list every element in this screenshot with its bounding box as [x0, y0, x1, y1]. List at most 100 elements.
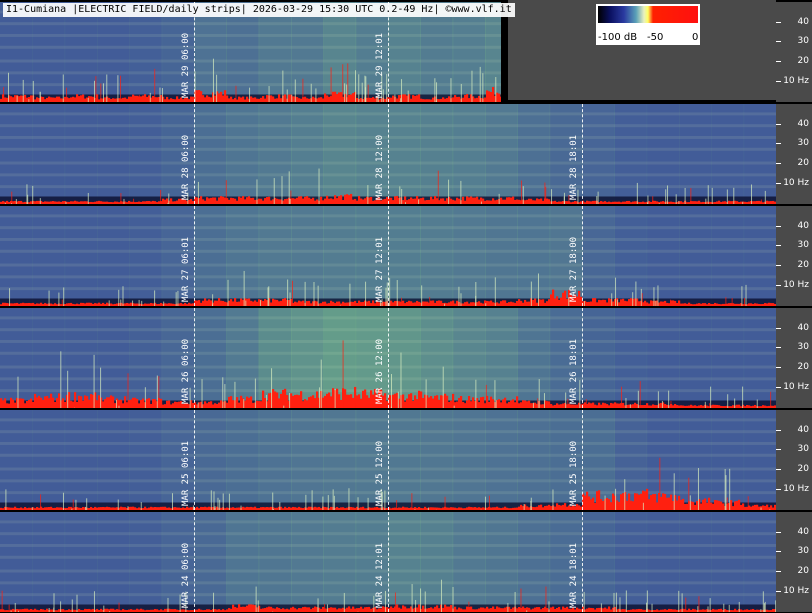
activity-mark [124, 609, 127, 612]
activity-mark [60, 507, 63, 510]
spike-mark [11, 203, 13, 204]
spike-mark [404, 202, 406, 204]
activity-mark [254, 506, 257, 510]
activity-mark [126, 609, 129, 612]
activity-mark [116, 201, 119, 204]
activity-mark [32, 507, 35, 510]
activity-mark [640, 493, 643, 510]
activity-mark [330, 607, 333, 612]
activity-mark [114, 609, 117, 612]
activity-mark [56, 507, 59, 510]
activity-mark [282, 298, 285, 306]
activity-mark [88, 507, 91, 510]
activity-mark [666, 404, 669, 408]
spike-mark [742, 201, 744, 204]
activity-mark [598, 490, 601, 510]
axis-tick-mark [776, 488, 781, 490]
activity-mark [326, 507, 329, 510]
spike-mark [475, 281, 477, 306]
activity-mark [636, 403, 639, 408]
activity-mark [134, 609, 137, 612]
axis-tick-label: 20 [797, 260, 809, 271]
activity-mark [58, 201, 61, 204]
activity-mark [678, 405, 681, 408]
activity-mark [492, 399, 495, 408]
activity-mark [164, 99, 167, 102]
activity-mark [566, 506, 569, 510]
activity-mark [688, 202, 691, 204]
spike-mark [429, 296, 431, 306]
activity-mark [294, 301, 297, 306]
activity-mark [402, 94, 405, 102]
activity-mark [338, 394, 341, 408]
spike-mark [411, 584, 413, 612]
activity-mark [4, 97, 7, 102]
time-marker-line [388, 512, 389, 612]
spike-mark [494, 277, 496, 306]
activity-mark [444, 98, 447, 102]
activity-mark [710, 201, 713, 204]
spike-mark [399, 186, 401, 204]
activity-mark [604, 607, 607, 612]
activity-mark [276, 299, 279, 306]
hour-band [549, 104, 583, 204]
spike-mark [596, 196, 598, 204]
axis-tick-mark [776, 225, 781, 227]
activity-mark [228, 396, 231, 408]
activity-mark [514, 199, 517, 204]
activity-mark [682, 303, 685, 306]
activity-mark [624, 405, 627, 408]
activity-mark [766, 303, 769, 306]
hour-band [226, 512, 260, 612]
activity-mark [740, 201, 743, 204]
activity-mark [334, 195, 337, 204]
activity-mark [730, 201, 733, 204]
activity-mark [726, 303, 729, 306]
activity-mark [24, 403, 27, 408]
frequency-axis: 40 30 20 10 Hz [776, 410, 812, 510]
hour-band [388, 2, 421, 102]
activity-mark [432, 398, 435, 408]
activity-mark [616, 500, 619, 510]
activity-mark [626, 301, 629, 306]
spike-mark [460, 83, 462, 102]
activity-mark [130, 609, 133, 612]
spike-mark [394, 94, 396, 102]
time-marker-line [582, 206, 583, 306]
spike-mark [407, 90, 409, 102]
activity-mark [702, 609, 705, 612]
activity-mark [556, 403, 559, 408]
activity-mark [636, 298, 639, 306]
activity-mark [382, 199, 385, 204]
activity-mark [608, 298, 611, 306]
activity-mark [660, 496, 663, 510]
spike-mark [653, 287, 655, 306]
spike-mark [32, 80, 34, 102]
activity-mark [478, 95, 481, 102]
activity-mark [712, 303, 715, 306]
activity-mark [542, 507, 545, 510]
activity-mark [122, 403, 125, 408]
activity-mark [234, 97, 237, 102]
activity-mark [44, 610, 47, 612]
activity-mark [128, 400, 131, 408]
activity-mark [178, 303, 181, 306]
spike-mark [632, 292, 634, 306]
activity-mark [296, 507, 299, 510]
activity-mark [46, 608, 49, 612]
activity-mark [682, 405, 685, 408]
activity-mark [8, 507, 11, 510]
activity-mark [506, 302, 509, 306]
activity-mark [516, 608, 519, 612]
spike-mark [189, 387, 191, 408]
activity-mark [362, 608, 365, 612]
activity-mark [286, 507, 289, 510]
activity-mark [48, 96, 51, 102]
activity-mark [14, 402, 17, 408]
spike-mark [675, 194, 677, 204]
spike-mark [273, 178, 275, 204]
activity-mark [302, 508, 305, 510]
time-marker-label: 12:00 [375, 440, 385, 468]
activity-mark [284, 199, 287, 204]
activity-mark [236, 200, 239, 204]
